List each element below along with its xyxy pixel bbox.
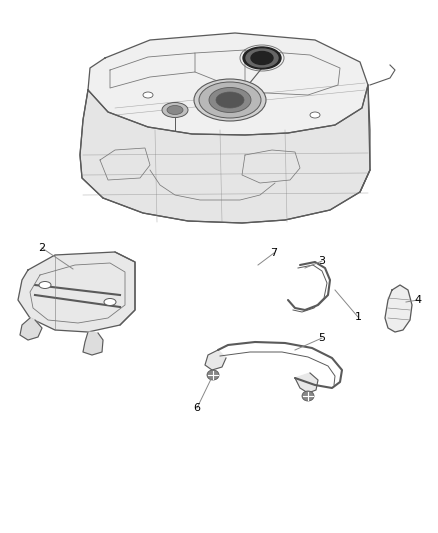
Text: 6: 6 — [194, 403, 201, 413]
Ellipse shape — [310, 112, 320, 118]
Polygon shape — [83, 332, 103, 355]
Text: 2: 2 — [39, 243, 46, 253]
Polygon shape — [88, 33, 368, 135]
Text: 5: 5 — [318, 333, 325, 343]
Ellipse shape — [39, 281, 51, 288]
Ellipse shape — [209, 87, 251, 112]
Polygon shape — [385, 285, 412, 332]
Ellipse shape — [246, 49, 278, 67]
Text: 4: 4 — [414, 295, 421, 305]
Ellipse shape — [251, 52, 273, 64]
Polygon shape — [18, 252, 135, 332]
Text: 7: 7 — [270, 248, 278, 258]
Polygon shape — [20, 318, 42, 340]
Polygon shape — [80, 85, 370, 223]
Ellipse shape — [143, 92, 153, 98]
Ellipse shape — [162, 102, 188, 117]
Ellipse shape — [104, 298, 116, 305]
Ellipse shape — [243, 47, 281, 69]
Text: 3: 3 — [318, 256, 325, 266]
Ellipse shape — [216, 92, 244, 108]
Polygon shape — [205, 350, 226, 370]
Ellipse shape — [199, 82, 261, 118]
Polygon shape — [295, 373, 318, 393]
Text: 1: 1 — [354, 312, 361, 322]
Ellipse shape — [194, 79, 266, 121]
Ellipse shape — [167, 106, 183, 115]
Ellipse shape — [207, 370, 219, 380]
Ellipse shape — [302, 391, 314, 401]
